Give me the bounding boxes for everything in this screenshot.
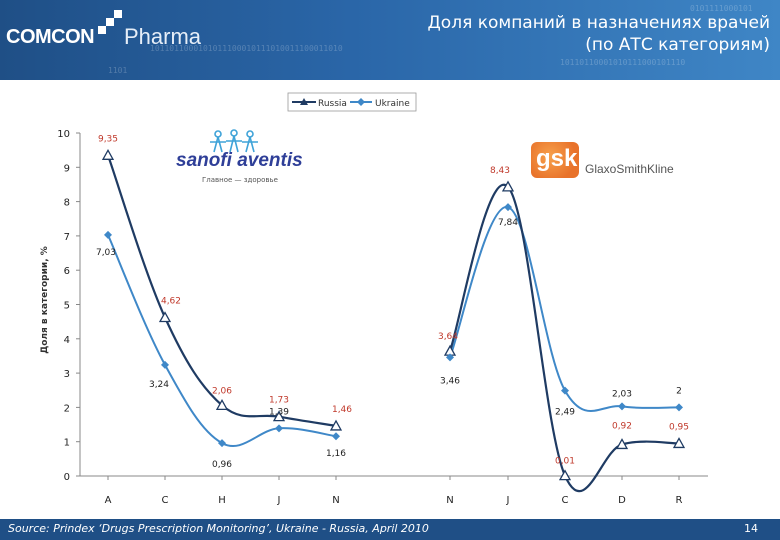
x-tick-label: J [277, 495, 281, 506]
ukraine-data-label: 3,24 [149, 380, 169, 390]
x-tick-label: J [506, 495, 510, 506]
x-tick-label: D [618, 495, 626, 506]
russia-point-marker [672, 437, 686, 449]
sanofi-wordmark: sanofi aventis [176, 150, 303, 171]
russia-data-label: 1,46 [332, 405, 352, 415]
gsk-badge-text: gsk [536, 145, 578, 172]
ukraine-series-line [107, 234, 337, 447]
chart-series: 9,35 4,62 2,06 1,73 1,46 7,03 3,24 0,96 1,39 1,16… [96, 134, 689, 493]
russia-point-marker [272, 410, 286, 422]
y-tick-label: 2 [64, 403, 70, 414]
russia-data-label: 3,64 [438, 332, 458, 342]
ukraine-point-marker [504, 203, 512, 212]
russia-data-label: 2,06 [212, 386, 232, 396]
russia-point-marker [615, 438, 629, 450]
y-tick-label: 10 [57, 129, 70, 140]
ukraine-point-marker [618, 402, 626, 411]
ukraine-point-marker [675, 403, 683, 412]
ukraine-data-label: 3,46 [440, 376, 460, 386]
russia-data-label: 9,35 [98, 134, 118, 144]
sanofi-figures-icon [210, 129, 258, 153]
y-tick-label: 9 [64, 163, 70, 174]
ukraine-data-label: 7,84 [498, 218, 518, 228]
y-tick-label: 7 [64, 232, 70, 243]
ukraine-data-label: 1,39 [269, 407, 289, 417]
legend-russia-label: Russia [318, 99, 347, 109]
russia-point-marker [558, 469, 572, 481]
russia-data-label: 4,62 [161, 297, 181, 307]
ukraine-point-marker [561, 386, 569, 395]
ukraine-data-label: 7,03 [96, 248, 116, 258]
source-note: Source: Prindex ‘Drugs Prescription Moni… [8, 522, 429, 535]
ukraine-point-marker [104, 230, 112, 239]
russia-data-label: 0,01 [555, 457, 575, 467]
ukraine-data-label: 2,03 [612, 389, 632, 399]
y-tick-label: 8 [64, 198, 70, 209]
x-tick-label: A [105, 495, 112, 506]
binary-decoration: 0101111000101 [690, 4, 753, 13]
ukraine-data-label: 2 [676, 386, 682, 396]
y-tick-label: 5 [64, 301, 70, 312]
page-title: Доля компаний в назначениях врачей (по А… [350, 12, 770, 56]
russia-point-marker [101, 148, 115, 160]
y-tick-label: 1 [64, 438, 70, 449]
ukraine-series-line [449, 206, 680, 412]
chart-axes: 0 1 2 3 4 5 6 7 8 9 10 A C H J N N J C D R [57, 129, 708, 506]
y-tick-label: 3 [64, 369, 70, 380]
logo-product: Pharma [124, 24, 202, 49]
russia-point-marker [329, 419, 343, 431]
header-banner: 1011011000101011100010111010011100011010… [0, 0, 780, 80]
title-line-1: Доля компаний в назначениях врачей [427, 13, 770, 33]
binary-decoration: 1101 [108, 66, 128, 75]
ukraine-data-label: 1,16 [326, 449, 346, 459]
ukraine-data-label: 2,49 [555, 408, 575, 418]
ukraine-data-label: 0,96 [212, 460, 232, 470]
russia-point-marker [158, 311, 172, 323]
page-number: 14 [744, 522, 758, 535]
y-tick-label: 4 [64, 335, 70, 346]
sanofi-aventis-logo: sanofi aventis Главное — здоровье [176, 128, 303, 188]
gsk-badge: gsk [531, 142, 579, 178]
x-tick-label: N [446, 495, 453, 506]
title-line-2: (по АТС категориям) [585, 35, 770, 55]
russia-series-line [106, 154, 337, 427]
y-tick-label: 6 [64, 266, 70, 277]
legend-russia-marker [300, 98, 308, 105]
logo-brand: COMCON [6, 26, 95, 48]
y-axis-title: Доля в категории, % [40, 246, 50, 354]
russia-data-label: 0,95 [669, 422, 689, 432]
x-tick-label: H [218, 495, 226, 506]
gsk-wordmark: GlaxoSmithKline [585, 162, 674, 176]
russia-data-label: 8,43 [490, 166, 510, 176]
legend-ukraine-label: Ukraine [375, 99, 410, 109]
binary-decoration: 1011011000101011100010111010011100011010 [150, 44, 343, 53]
ukraine-point-marker [275, 424, 283, 433]
x-tick-label: N [332, 495, 339, 506]
legend-ukraine-marker [357, 98, 365, 106]
russia-series-line [448, 183, 680, 493]
russia-data-label: 1,73 [269, 396, 289, 406]
russia-point-marker [501, 180, 515, 192]
russia-data-label: 0,92 [612, 421, 632, 431]
ukraine-point-marker [218, 439, 226, 448]
ukraine-point-marker [446, 353, 454, 362]
binary-decoration: 10110110001010111000101110 [560, 58, 686, 67]
x-tick-label: R [676, 495, 683, 506]
russia-point-marker [215, 399, 229, 410]
x-tick-label: C [562, 495, 569, 506]
sanofi-tagline: Главное — здоровье [202, 176, 278, 184]
x-tick-label: C [162, 495, 169, 506]
ukraine-point-marker [332, 432, 340, 441]
gsk-logo: gsk GlaxoSmithKline [531, 142, 681, 182]
ukraine-point-marker [161, 360, 169, 369]
chart-legend: Russia Ukraine [287, 92, 417, 112]
footer-bar: Source: Prindex ‘Drugs Prescription Moni… [0, 519, 780, 540]
y-tick-label: 0 [64, 472, 70, 483]
